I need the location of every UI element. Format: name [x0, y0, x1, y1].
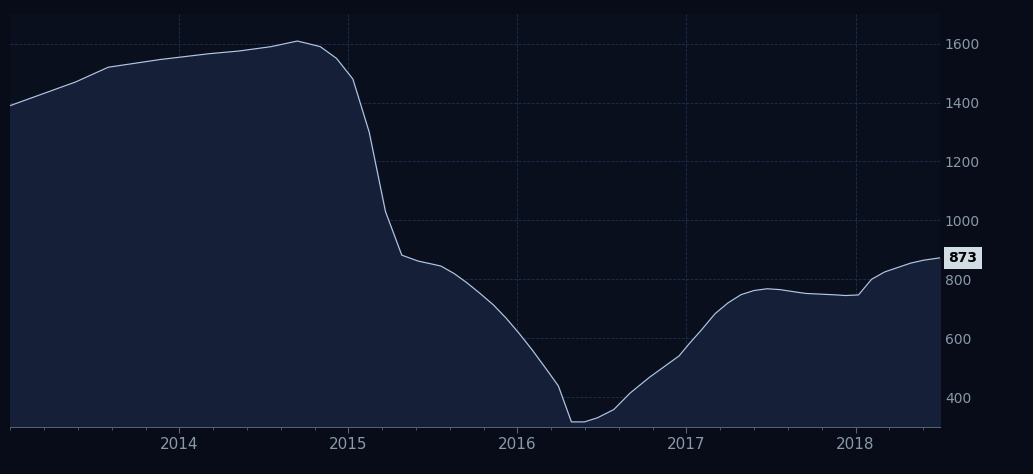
Text: 873: 873	[948, 251, 977, 265]
